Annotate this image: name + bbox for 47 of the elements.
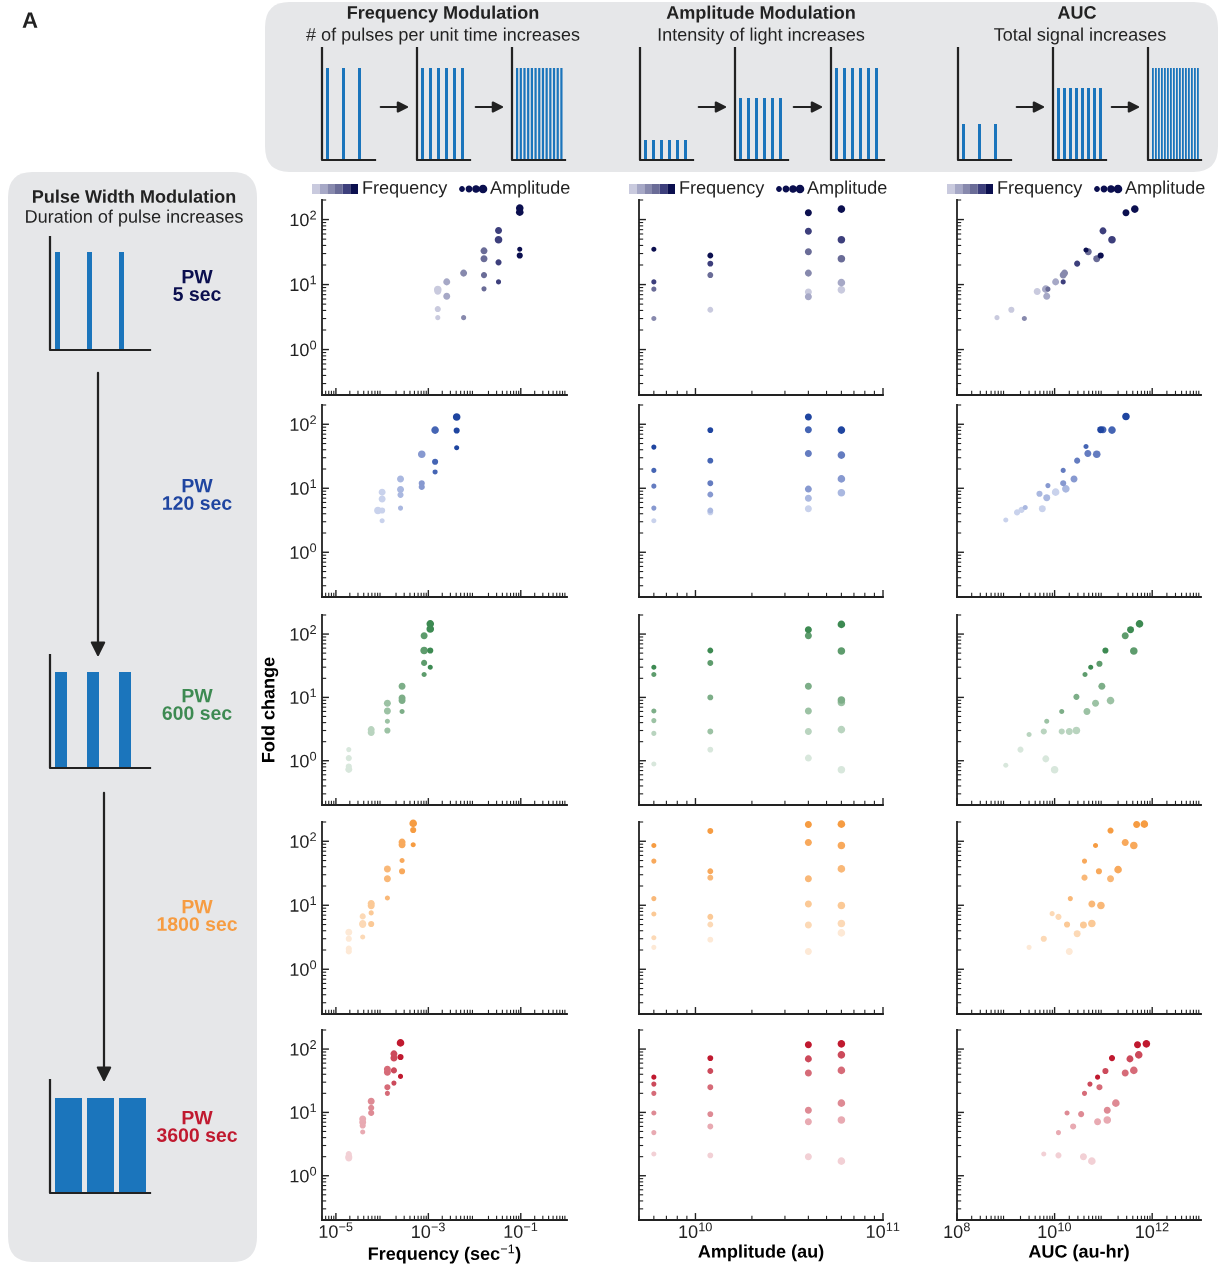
text: Duration of pulse increases: [26, 209, 243, 227]
x-axis-title: Amplitude (au): [698, 1244, 824, 1262]
x-tick-label: 10$^{−1}$: [504, 1222, 538, 1238]
text: Amplitude: [1125, 180, 1205, 198]
y-tick-label: 10$^{0}$: [290, 1166, 317, 1183]
text: Intensity of light increases: [658, 27, 865, 45]
text: A: [22, 12, 38, 28]
text: PW 5 sec: [173, 269, 221, 301]
y-tick-label: 10$^{2}$: [290, 625, 316, 641]
text: AUC: [1057, 6, 1097, 19]
x-tick-label: 10$^{12}$: [1136, 1222, 1169, 1239]
y-tick-label: 10$^{1}$: [290, 896, 316, 912]
text: Frequency: [363, 181, 448, 198]
x-tick-label: 10$^{10}$: [679, 1222, 712, 1239]
y-axis-title: Fold change: [261, 657, 279, 762]
y-tick-label: 10$^{1}$: [290, 1103, 316, 1119]
text: PW 1800 sec: [157, 899, 237, 931]
text: Amplitude Modulation: [666, 5, 855, 23]
text: Frequency Modulation: [347, 5, 539, 23]
text: Total signal increases: [994, 27, 1166, 45]
x-tick-label: 10$^{8}$: [944, 1222, 970, 1239]
y-tick-label: 10$^{0}$: [290, 543, 317, 559]
y-tick-label: 10$^{2}$: [290, 832, 316, 848]
y-tick-label: 10$^{1}$: [290, 479, 316, 495]
x-tick-label: 10$^{10}$: [1038, 1222, 1071, 1239]
x-axis-title: AUC (au-hr): [1028, 1244, 1129, 1262]
x-tick-label: 10$^{11}$: [866, 1222, 900, 1238]
text: PW 3600 sec: [156, 1110, 237, 1142]
y-tick-label: 10$^{2}$: [290, 1040, 316, 1056]
text: Frequency: [680, 181, 765, 198]
y-tick-label: 10$^{0}$: [290, 960, 317, 976]
y-tick-label: 10$^{2}$: [290, 415, 316, 431]
x-tick-label: 10$^{−3}$: [412, 1222, 445, 1239]
y-tick-label: 10$^{2}$: [290, 210, 316, 227]
x-axis-title: Frequency (sec$^{−1}$): [368, 1244, 521, 1264]
text: PW 600 sec: [162, 688, 232, 720]
y-tick-label: 10$^{0}$: [290, 340, 317, 357]
text: # of pulses per unit time increases: [306, 27, 580, 45]
y-tick-label: 10$^{1}$: [290, 688, 316, 704]
y-tick-label: 10$^{1}$: [290, 275, 316, 292]
text: Amplitude: [490, 180, 570, 198]
x-tick-label: 10$^{−5}$: [319, 1222, 353, 1238]
text: Amplitude: [807, 180, 887, 198]
y-tick-label: 10$^{0}$: [290, 751, 317, 768]
text: Frequency: [998, 181, 1083, 198]
text: PW 120 sec: [163, 478, 232, 510]
text: Pulse Width Modulation: [32, 189, 236, 203]
